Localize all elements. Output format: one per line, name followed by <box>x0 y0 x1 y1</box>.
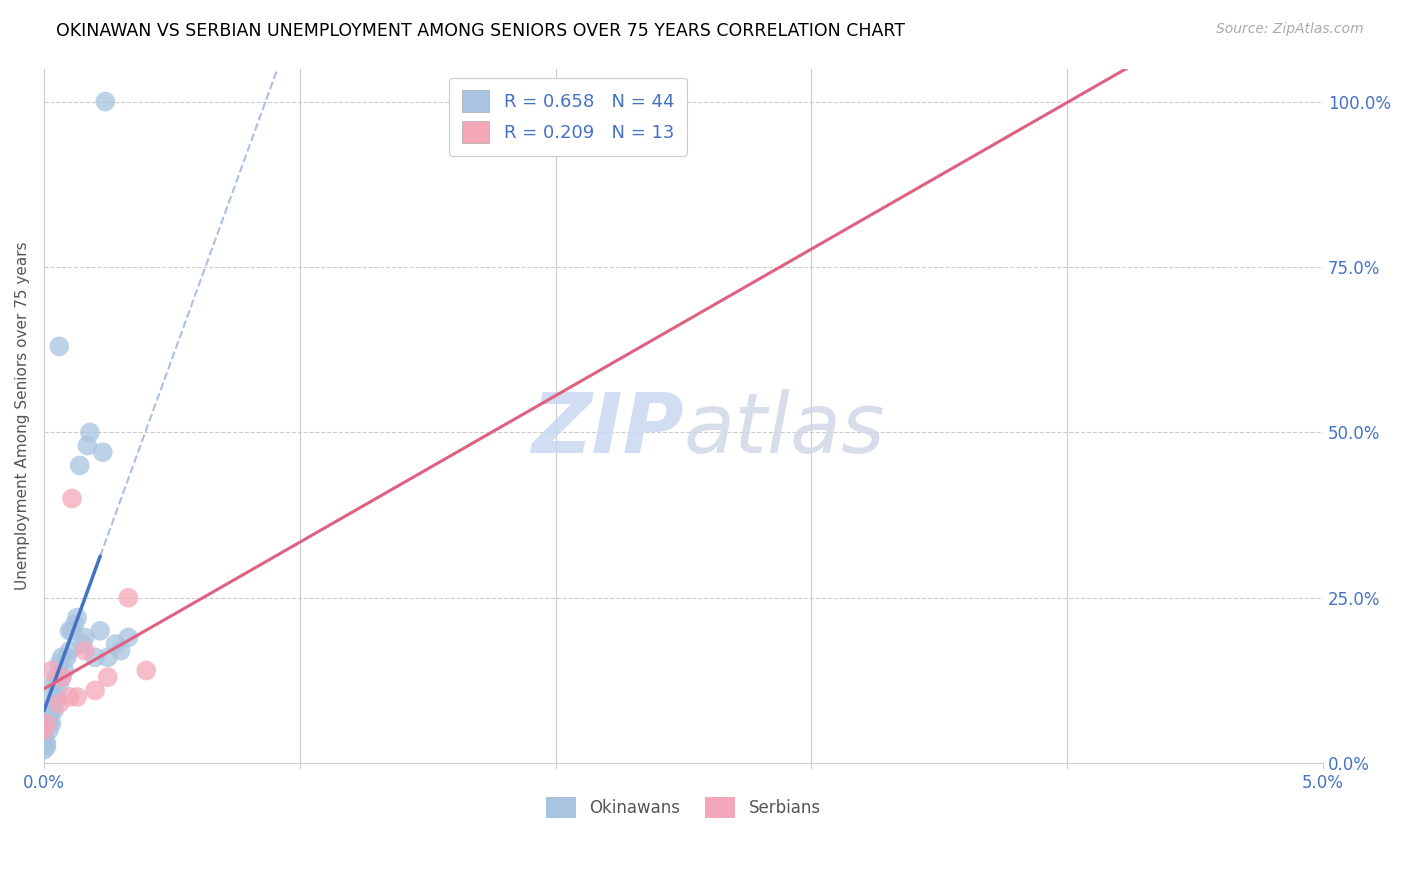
Y-axis label: Unemployment Among Seniors over 75 years: Unemployment Among Seniors over 75 years <box>15 242 30 591</box>
Point <box>73 631 96 645</box>
Point <box>35 716 58 731</box>
Point <box>60 624 83 638</box>
Point <box>38 716 60 731</box>
Point <box>41 664 63 678</box>
Point <box>32 739 55 754</box>
Point <box>32 723 55 737</box>
Point <box>76 439 98 453</box>
Point <box>38 710 60 724</box>
Point <box>58 643 80 657</box>
Point <box>48 657 70 671</box>
Point <box>45 690 67 704</box>
Point <box>97 650 120 665</box>
Point <box>104 637 127 651</box>
Point <box>32 733 55 747</box>
Point <box>72 637 94 651</box>
Point <box>66 610 89 624</box>
Point <box>32 736 55 750</box>
Point <box>117 591 139 605</box>
Point <box>41 703 63 717</box>
Point <box>117 631 139 645</box>
Point <box>135 664 157 678</box>
Point <box>48 677 70 691</box>
Point <box>56 650 79 665</box>
Point <box>84 683 107 698</box>
Point <box>35 716 58 731</box>
Point <box>84 650 107 665</box>
Text: Source: ZipAtlas.com: Source: ZipAtlas.com <box>1216 22 1364 37</box>
Point <box>32 730 55 744</box>
Point <box>42 677 65 691</box>
Legend: Okinawans, Serbians: Okinawans, Serbians <box>540 790 828 824</box>
Point <box>110 643 132 657</box>
Point <box>35 739 58 754</box>
Point <box>35 736 58 750</box>
Point <box>41 716 63 731</box>
Point <box>51 670 73 684</box>
Text: atlas: atlas <box>683 389 886 470</box>
Point <box>53 664 76 678</box>
Point <box>38 723 60 737</box>
Point <box>58 624 80 638</box>
Point <box>63 617 86 632</box>
Text: OKINAWAN VS SERBIAN UNEMPLOYMENT AMONG SENIORS OVER 75 YEARS CORRELATION CHART: OKINAWAN VS SERBIAN UNEMPLOYMENT AMONG S… <box>56 22 905 40</box>
Point <box>91 445 114 459</box>
Point <box>94 95 117 109</box>
Point <box>66 690 89 704</box>
Point <box>58 690 80 704</box>
Point <box>89 624 111 638</box>
Point <box>42 703 65 717</box>
Point <box>73 643 96 657</box>
Point <box>51 650 73 665</box>
Point <box>69 458 91 473</box>
Point <box>51 670 73 684</box>
Text: ZIP: ZIP <box>531 389 683 470</box>
Point <box>41 690 63 704</box>
Point <box>60 491 83 506</box>
Point <box>97 670 120 684</box>
Point <box>32 743 55 757</box>
Point <box>48 339 70 353</box>
Point <box>79 425 101 440</box>
Point <box>48 697 70 711</box>
Point <box>35 703 58 717</box>
Point <box>45 670 67 684</box>
